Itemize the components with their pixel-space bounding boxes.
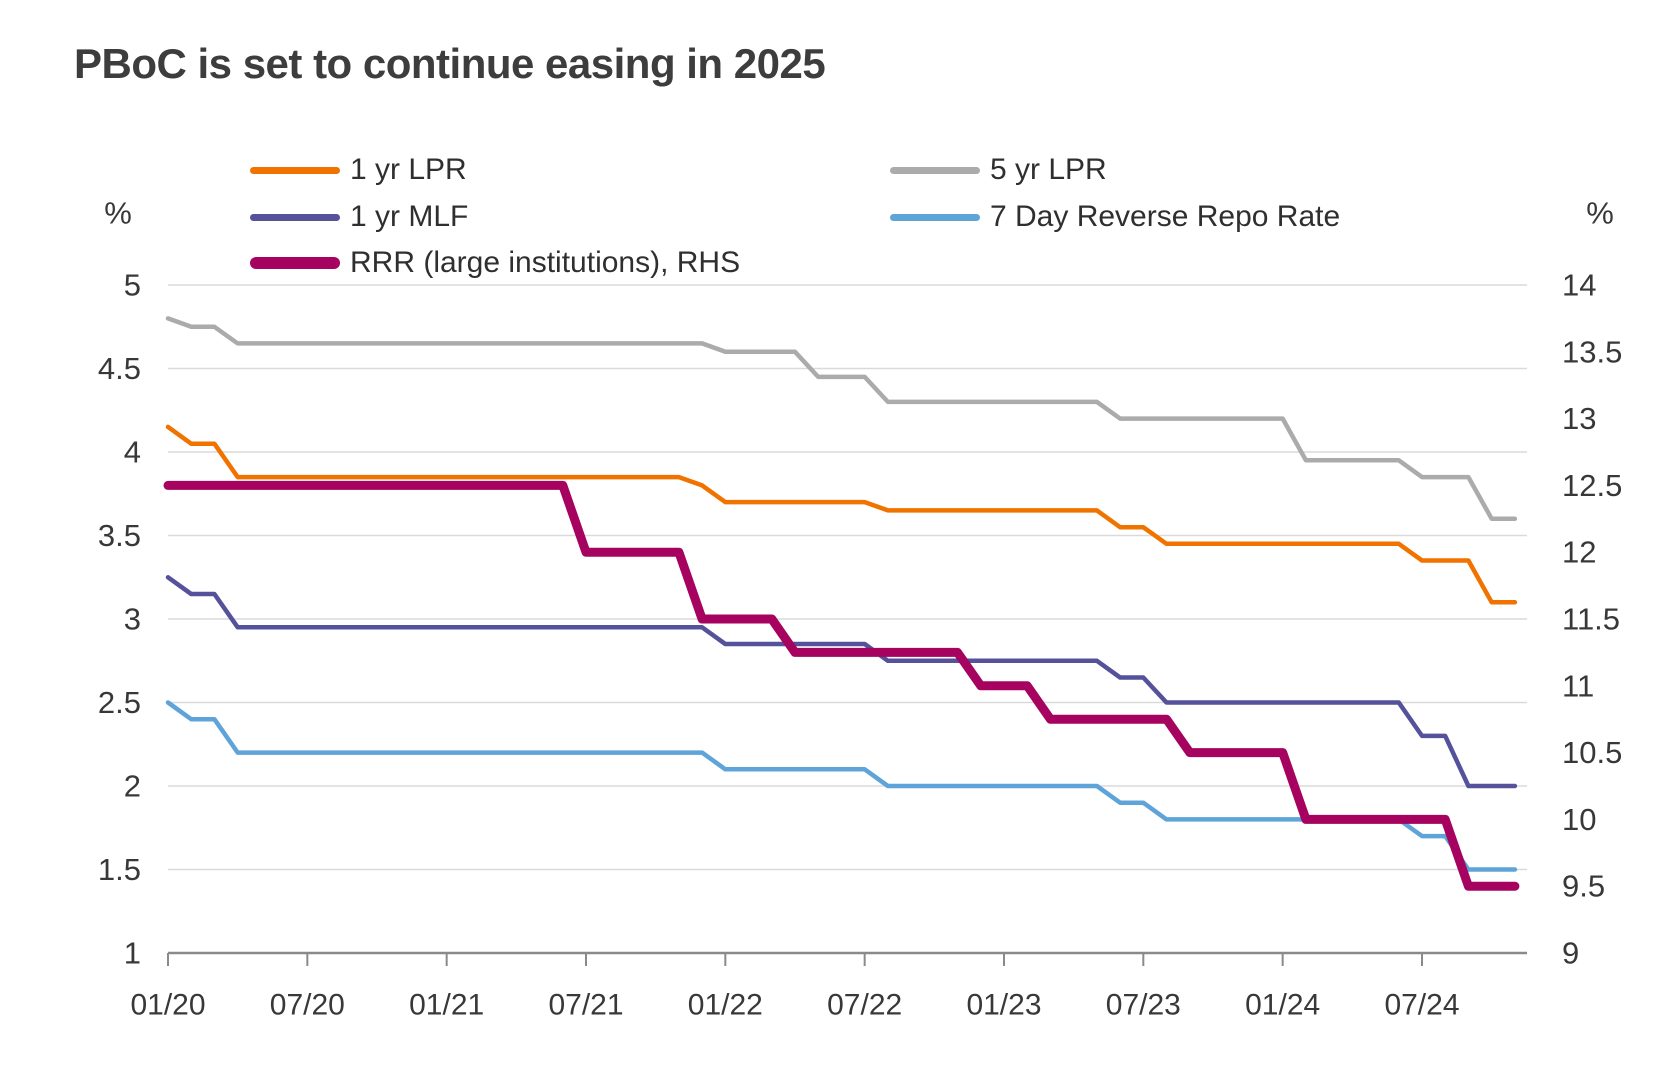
left-axis-unit: % (104, 196, 132, 231)
y-axis-label-right: 11.5 (1562, 602, 1620, 637)
y-axis-label-right: 10 (1562, 802, 1596, 837)
y-axis-label-left: 2 (124, 769, 141, 804)
y-axis-label-right: 13.5 (1562, 334, 1622, 369)
series-line-rrr-large-institutions-rhs (163, 480, 1520, 891)
y-axis-label-left: 4.5 (98, 351, 141, 386)
y-axis-label-left: 1 (124, 936, 141, 971)
y-axis-label-right: 10.5 (1562, 735, 1622, 770)
series-line-7-day-reverse-repo-rate (165, 700, 1518, 872)
y-axis-label-right: 9 (1562, 936, 1579, 971)
y-axis-label-left: 4 (124, 435, 141, 470)
y-axis-label-left: 5 (124, 268, 141, 303)
x-axis-label: 01/20 (130, 989, 205, 1022)
y-axis-label-left: 2.5 (98, 685, 141, 720)
x-axis-label: 07/21 (548, 989, 623, 1022)
y-axis-label-right: 9.5 (1562, 869, 1605, 904)
series-line-1-yr-mlf (165, 575, 1518, 789)
y-axis-label-left: 3 (124, 602, 141, 637)
y-axis-label-left: 1.5 (98, 852, 141, 887)
y-axis-label-right: 14 (1562, 268, 1596, 303)
x-axis-label: 07/22 (827, 989, 902, 1022)
right-axis-unit: % (1586, 196, 1614, 231)
y-axis-label-right: 12.5 (1562, 468, 1622, 503)
x-axis-label: 01/22 (688, 989, 763, 1022)
chart-title: PBoC is set to continue easing in 2025 (74, 40, 826, 87)
x-axis-label: 01/21 (409, 989, 484, 1022)
series-line-5-yr-lpr (165, 316, 1518, 522)
y-axis-label-left: 3.5 (98, 518, 141, 553)
series-line-1-yr-lpr (165, 424, 1518, 605)
x-axis-label: 07/23 (1106, 989, 1181, 1022)
y-axis-label-right: 13 (1562, 401, 1596, 436)
x-axis-label: 01/23 (966, 989, 1041, 1022)
y-axis-label-right: 12 (1562, 535, 1596, 570)
x-axis-label: 07/24 (1384, 989, 1459, 1022)
x-axis-label: 07/20 (270, 989, 345, 1022)
y-axis-label-right: 11 (1562, 668, 1594, 703)
x-axis-label: 01/24 (1245, 989, 1320, 1022)
